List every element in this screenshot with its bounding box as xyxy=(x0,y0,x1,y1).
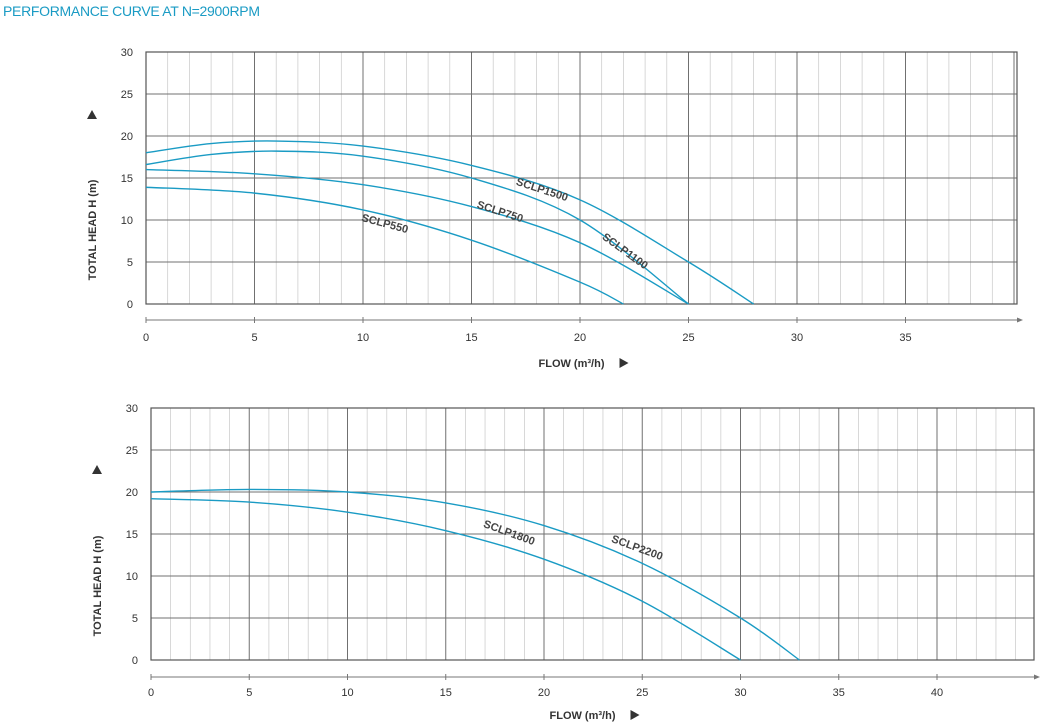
x-tick-label: 0 xyxy=(148,687,154,699)
y-axis-label-arrow-icon xyxy=(87,110,97,119)
curve-label-sclp2200: SCLP2200 xyxy=(610,533,665,563)
series-line-sclp750 xyxy=(145,168,689,305)
y-tick-label: 30 xyxy=(121,47,133,59)
x-tick-label: 35 xyxy=(833,687,845,699)
page-title: PERFORMANCE CURVE AT N=2900RPM xyxy=(3,3,260,19)
x-axis-arrowhead xyxy=(1034,674,1040,680)
curve-label-sclp750: SCLP750 xyxy=(475,199,524,225)
y-axis-label-arrow-icon xyxy=(92,465,102,474)
x-axis-label-arrow-icon xyxy=(630,710,640,720)
y-axis-label: TOTAL HEAD H (m) xyxy=(87,179,99,280)
x-tick-label: 40 xyxy=(931,687,943,699)
series-line-sclp2200 xyxy=(150,488,800,661)
y-tick-label: 5 xyxy=(132,613,138,625)
y-tick-label: 20 xyxy=(121,131,133,143)
y-tick-label: 10 xyxy=(126,571,138,583)
x-tick-label: 15 xyxy=(440,687,452,699)
x-axis-label: FLOW (m³/h) xyxy=(550,710,616,722)
curve-label-sclp1500: SCLP1500 xyxy=(514,176,569,204)
plot-frame xyxy=(150,407,1035,661)
x-tick-label: 10 xyxy=(357,332,369,344)
x-tick-label: 25 xyxy=(682,332,694,344)
x-tick-label: 15 xyxy=(465,332,477,344)
x-tick-label: 30 xyxy=(791,332,803,344)
x-tick-label: 5 xyxy=(251,332,257,344)
x-tick-label: 25 xyxy=(636,687,648,699)
x-tick-label: 20 xyxy=(538,687,550,699)
chart-2: 0 5 10 15 20 25 30 35 40 0 5 10 15 20 25 30 FLOW (m³/h) T… xyxy=(92,403,1040,722)
x-tick-label: 30 xyxy=(734,687,746,699)
y-tick-label: 30 xyxy=(126,403,138,415)
x-tick-label: 20 xyxy=(574,332,586,344)
series-line-sclp550 xyxy=(145,186,624,305)
y-tick-label: 5 xyxy=(127,257,133,269)
y-tick-label: 0 xyxy=(132,655,138,667)
series-line-sclp1800 xyxy=(150,498,741,661)
y-tick-label: 25 xyxy=(126,445,138,457)
x-axis-label-arrow-icon xyxy=(619,358,629,368)
x-axis-arrowhead xyxy=(1017,317,1023,323)
x-axis-label: FLOW (m³/h) xyxy=(539,358,605,370)
y-tick-label: 10 xyxy=(121,215,133,227)
plot-frame xyxy=(145,51,1018,305)
x-tick-label: 10 xyxy=(341,687,353,699)
y-tick-label: 15 xyxy=(121,173,133,185)
y-tick-label: 25 xyxy=(121,89,133,101)
series-line-sclp1500 xyxy=(145,140,754,305)
y-axis-label: TOTAL HEAD H (m) xyxy=(92,535,104,636)
y-tick-label: 20 xyxy=(126,487,138,499)
chart-1: 0 5 10 15 20 25 30 35 0 5 10 15 20 25 30 FLOW (m³/h) TOT… xyxy=(87,47,1023,370)
y-tick-label: 0 xyxy=(127,299,133,311)
x-tick-label: 0 xyxy=(143,332,149,344)
x-tick-label: 5 xyxy=(246,687,252,699)
x-tick-label: 35 xyxy=(899,332,911,344)
y-tick-label: 15 xyxy=(126,529,138,541)
series-line-sclp1100 xyxy=(145,150,689,305)
curve-label-sclp1800: SCLP1800 xyxy=(482,518,537,548)
